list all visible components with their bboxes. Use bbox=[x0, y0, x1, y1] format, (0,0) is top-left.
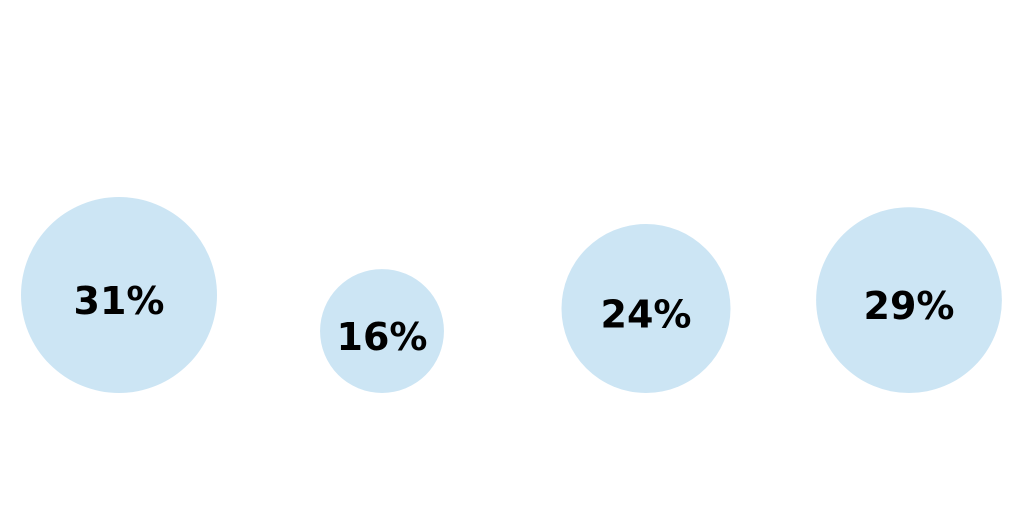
bubble-label-3: 24% bbox=[601, 292, 692, 336]
bubble-2 bbox=[320, 269, 444, 394]
bubble-label-4: 29% bbox=[864, 284, 955, 328]
bubble-label-1: 31% bbox=[74, 279, 165, 323]
bubble-label-2: 16% bbox=[337, 315, 428, 359]
bubble-1 bbox=[21, 197, 217, 393]
bubble-group: 31% 16% 24% 29% bbox=[21, 197, 1002, 394]
bubble-3 bbox=[561, 223, 731, 393]
bubble-4 bbox=[816, 207, 1002, 393]
